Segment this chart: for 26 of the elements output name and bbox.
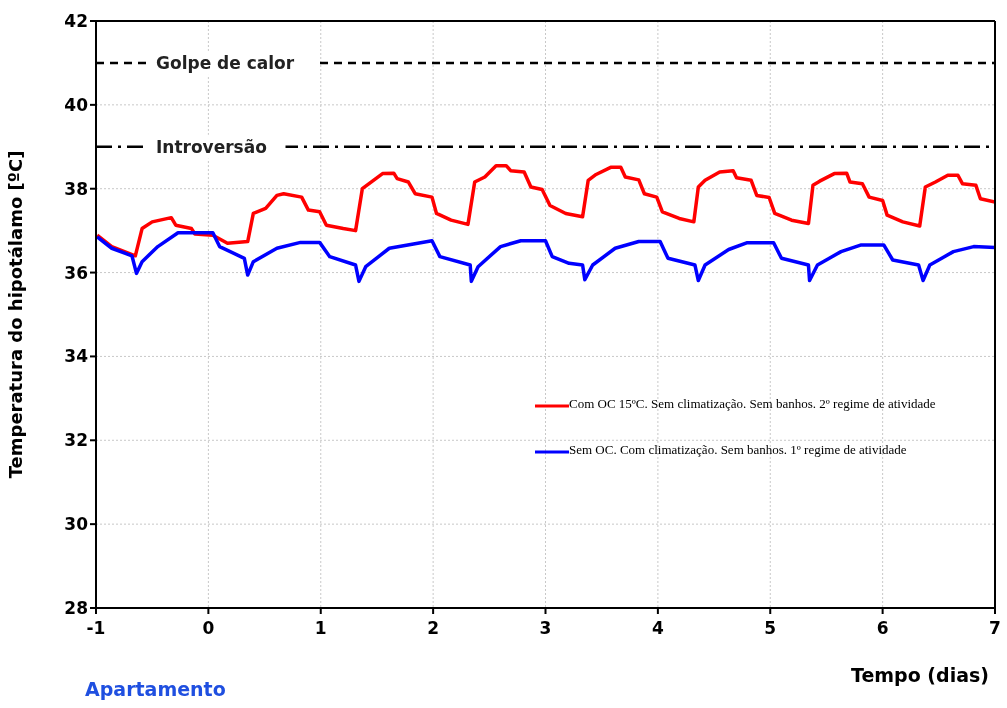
x-tick-label: 0: [202, 618, 215, 639]
y-tick-label: 28: [64, 598, 88, 619]
ref-line-label: Golpe de calor: [156, 52, 295, 73]
y-tick-label: 36: [64, 262, 88, 283]
y-tick-label: 42: [64, 11, 88, 32]
x-tick-label: 1: [314, 618, 327, 639]
line-series: [96, 230, 995, 284]
x-tick-label: 5: [764, 618, 777, 639]
y-tick-label: 32: [64, 430, 88, 451]
x-tick-label: 6: [876, 618, 889, 639]
y-axis-title: Temperatura do hipotálamo [ºC]: [5, 150, 27, 479]
x-tick-label: 7: [989, 618, 1001, 639]
x-tick-label: 3: [539, 618, 552, 639]
text: Apartamento: [85, 678, 226, 700]
legend-label: Com OC 15ºC. Sem climatização. Sem banhos. 2º regime de atividade: [569, 396, 937, 412]
x-tick-label: 4: [651, 618, 664, 639]
y-tick-label: 34: [64, 346, 89, 367]
ref-line-label: Introversão: [156, 136, 267, 157]
x-axis-title: Tempo (dias): [850, 664, 989, 686]
y-tick-label: 30: [64, 514, 89, 535]
line-series: [96, 163, 995, 258]
x-tick-label: 2: [427, 618, 440, 639]
legend-label: Sem OC. Com climatização. Sem banhos. 1º regime de atividade: [569, 442, 908, 458]
y-tick-label: 38: [64, 178, 88, 199]
y-tick-label: 40: [64, 94, 89, 115]
x-tick-label: -1: [86, 618, 106, 639]
